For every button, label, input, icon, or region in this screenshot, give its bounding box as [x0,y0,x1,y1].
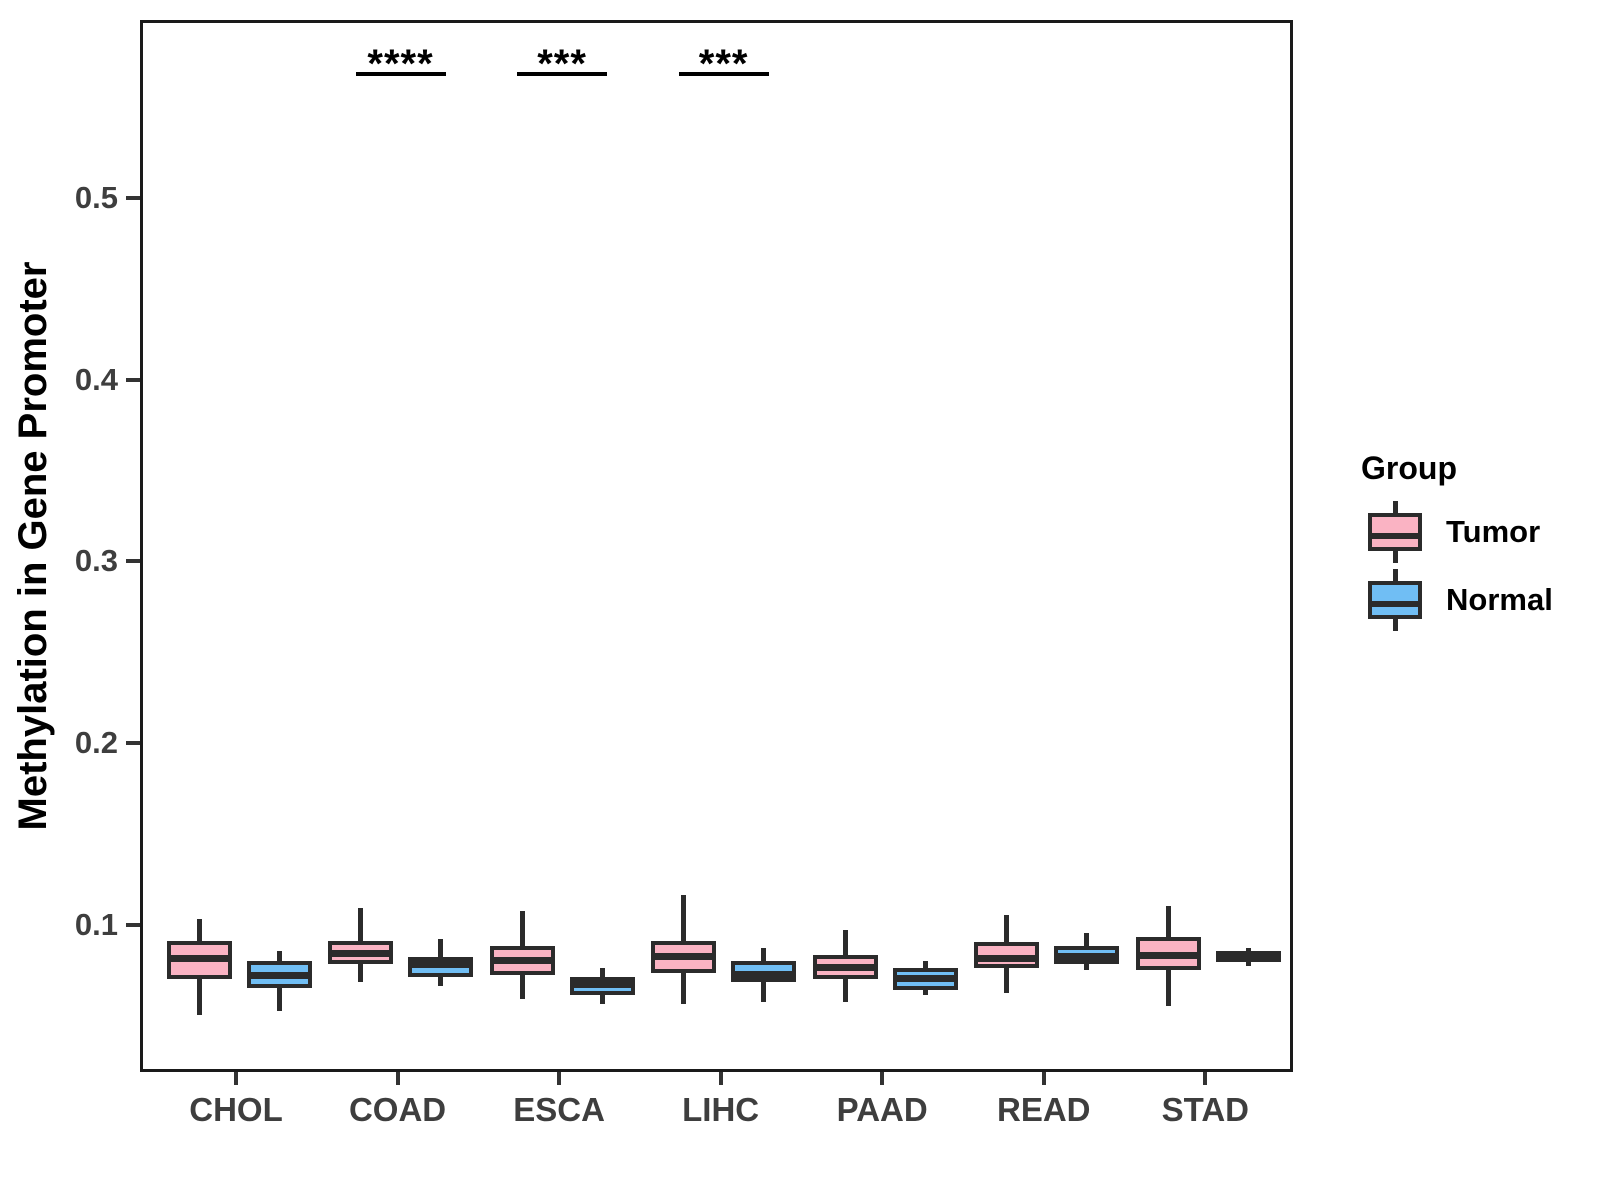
esca-normal-median-line [573,980,631,988]
legend-key-whisker-top [1393,569,1398,582]
x-tick-label-paad: PAAD [836,1091,928,1128]
x-tick-mark [1203,1072,1208,1085]
y-tick-label: 0.1 [74,906,118,942]
legend-key-normal-icon [1368,569,1422,631]
chol-normal-box [246,960,312,988]
y-tick-mark [126,196,140,201]
read-tumor-box [974,942,1040,968]
y-tick-mark [126,741,140,746]
x-tick-mark [880,1072,885,1085]
stad-tumor-median-line [1139,951,1197,959]
legend-key-normal-box [1368,581,1422,619]
coad-tumor-box [328,940,394,965]
legend-title: Group [1361,450,1457,486]
stad-normal-median-line [1219,955,1277,963]
coad-normal-box [408,956,474,977]
x-tick-mark [234,1072,238,1085]
legend-key-tumor-icon [1368,501,1422,563]
read-normal-median-line [1058,953,1116,961]
legend-key-median-line [1372,533,1418,539]
lihc-tumor-median-line [655,953,713,961]
esca-tumor-box [489,945,555,976]
legend-label-normal: Normal [1446,582,1553,617]
chol-tumor-median-line [170,955,228,963]
x-tick-mark [557,1072,562,1085]
legend-label-tumor: Tumor [1446,514,1541,549]
y-tick-label: 0.3 [74,543,118,579]
x-tick-mark [718,1072,723,1085]
stad-tumor-box [1135,936,1201,970]
chol-tumor-box [166,940,232,979]
stad-normal-box [1215,951,1281,963]
x-tick-mark [395,1072,400,1085]
read-normal-box [1054,945,1120,965]
coad-tumor-median-line [332,949,390,957]
legend-entry-tumor: Tumor [1355,498,1595,566]
x-tick-label-read: READ [996,1091,1091,1128]
y-tick-mark [126,377,140,382]
lihc-normal-box [731,960,797,983]
y-tick-mark [126,559,140,564]
legend-key-median-line [1372,601,1418,607]
coad-normal-median-line [412,960,470,968]
x-tick-label-coad: COAD [348,1091,447,1128]
significance-bar-lihc [678,72,769,76]
y-tick-label: 0.2 [74,725,118,761]
significance-stars-coad: **** [367,42,434,86]
plot-panel: **** *** *** [140,20,1293,1072]
legend-key-whisker-bottom [1393,618,1398,631]
x-tick-label-lihc: LIHC [682,1091,760,1128]
y-tick-label: 0.5 [74,180,118,216]
lihc-normal-median-line [735,971,793,979]
paad-tumor-box [812,955,878,979]
significance-bar-coad [355,72,446,76]
paad-tumor-median-line [816,964,874,972]
read-tumor-median-line [978,955,1036,963]
significance-stars-lihc: *** [698,42,749,86]
legend: Group Tumor Normal [1355,450,1595,634]
chol-normal-median-line [250,971,308,979]
legend-key-whisker-bottom [1393,550,1398,563]
x-tick-mark [1041,1072,1046,1085]
x-tick-label-chol: CHOL [189,1091,283,1128]
y-tick-label: 0.4 [74,361,118,397]
legend-entry-normal: Normal [1355,566,1595,634]
y-tick-mark [126,922,140,927]
significance-bar-esca [517,72,608,76]
paad-normal-median-line [896,975,954,983]
x-tick-label-esca: ESCA [513,1091,605,1128]
lihc-tumor-box [651,940,717,974]
esca-normal-box [569,976,635,996]
legend-key-whisker-top [1393,501,1398,514]
paad-normal-box [892,967,958,990]
esca-tumor-median-line [493,957,551,965]
significance-stars-esca: *** [537,42,587,86]
x-tick-label-stad: STAD [1161,1091,1249,1128]
legend-key-tumor-box [1368,513,1422,551]
